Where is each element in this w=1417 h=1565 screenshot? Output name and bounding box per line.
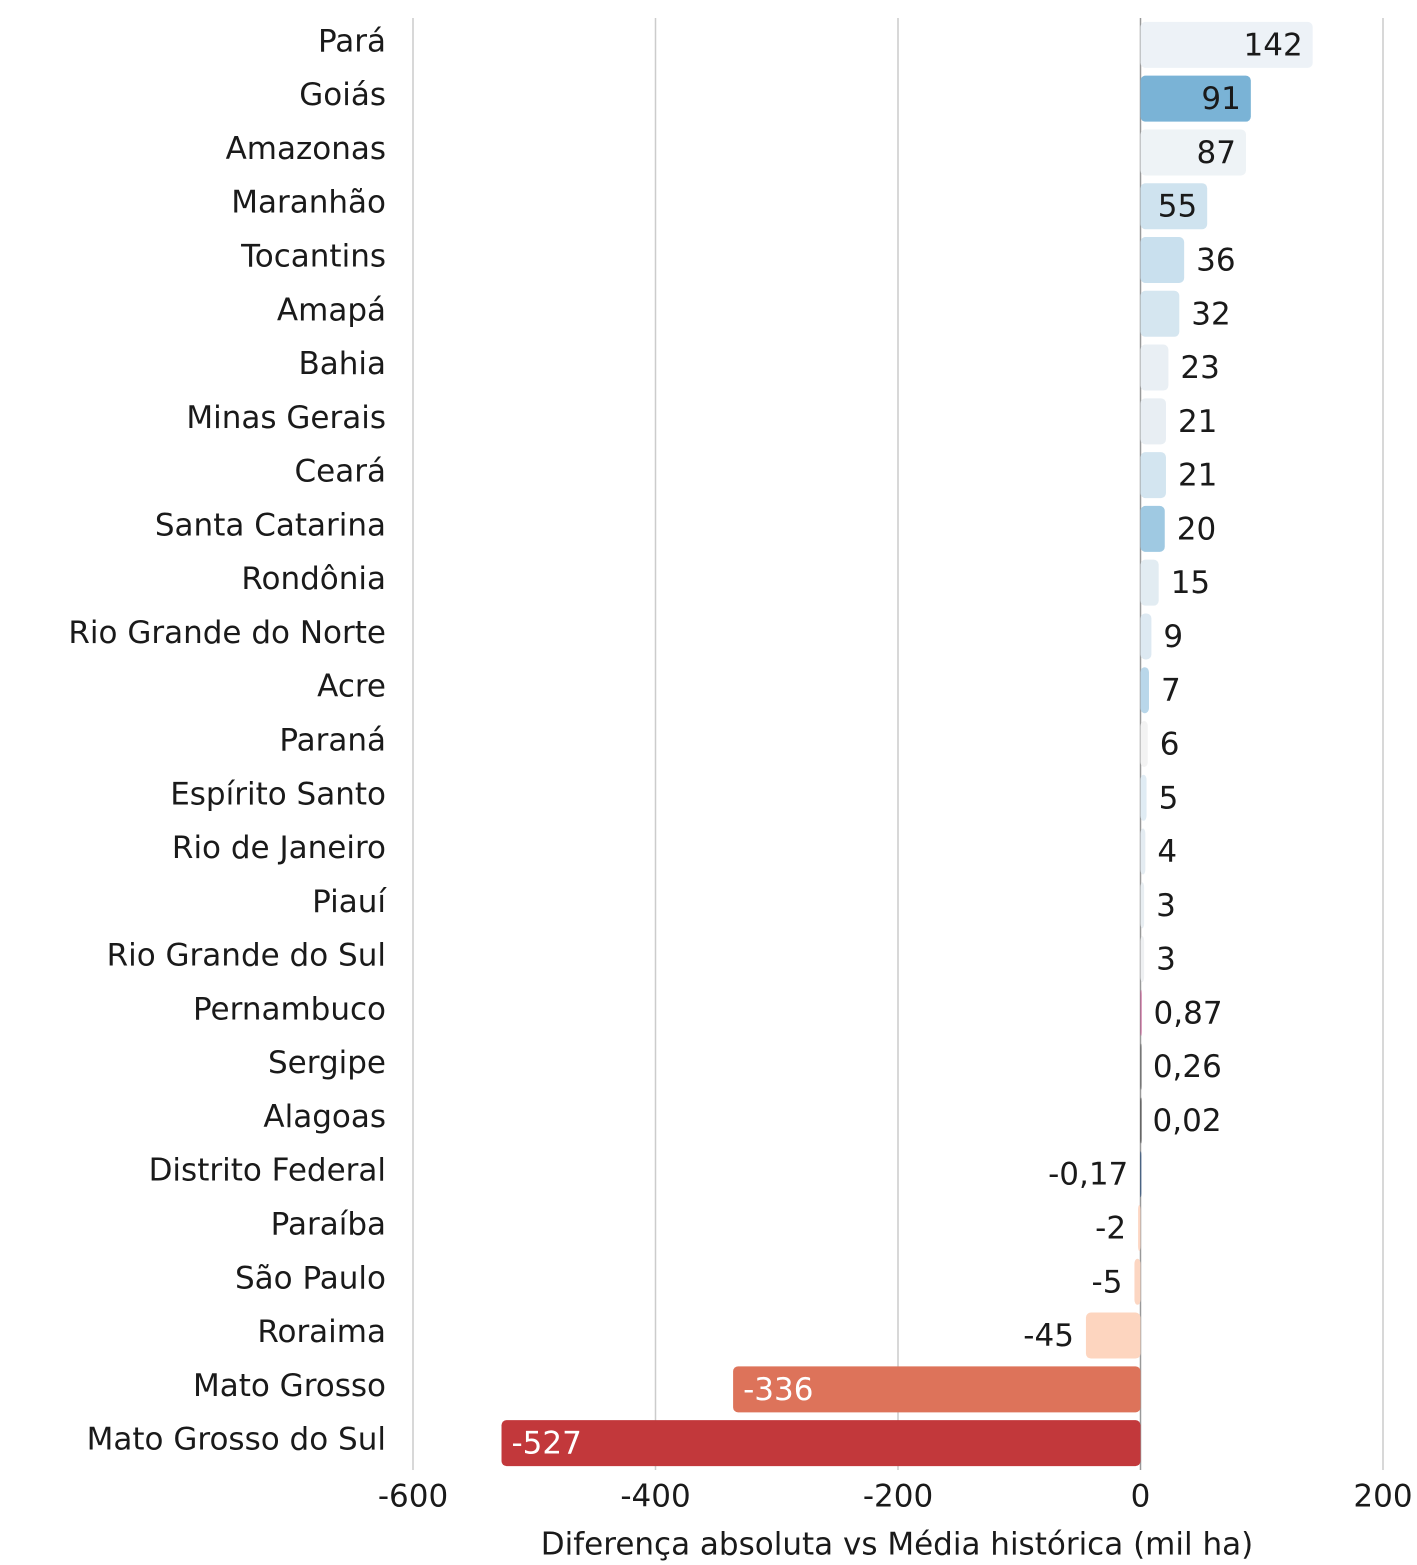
y-tick-label: Alagoas [263,1099,386,1135]
y-tick-label: Acre [317,669,386,705]
value-label: 3 [1156,942,1176,978]
bar [1140,344,1169,391]
bar [1140,1151,1142,1198]
y-tick-label: Bahia [298,346,386,382]
value-label: 87 [1197,135,1236,171]
y-tick-label: Mato Grosso [193,1368,386,1404]
value-label: -5 [1092,1264,1123,1300]
bar [1140,237,1185,283]
bar [501,1420,1141,1467]
y-tick-label: Ceará [295,454,386,490]
y-tick-label: Rio Grande do Sul [107,938,386,974]
value-label: -336 [743,1372,813,1408]
y-tick-label: Sergipe [268,1045,386,1081]
bar [1140,183,1208,230]
y-tick-label: Mato Grosso do Sul [87,1422,386,1458]
bar [1140,290,1180,337]
y-tick-label: Amapá [277,292,386,328]
y-tick-label: Paraíba [271,1207,386,1243]
y-tick-label: Tocantins [240,239,386,275]
y-tick-label: Amazonas [226,131,386,167]
value-label: 7 [1161,673,1181,709]
bar [1140,21,1313,68]
value-label: 4 [1157,834,1177,870]
value-label: 6 [1160,727,1180,763]
value-label: 9 [1163,619,1183,655]
value-label: 142 [1244,27,1303,63]
y-tick-label: Roraima [257,1314,386,1350]
bar [1140,828,1146,875]
y-tick-label: Santa Catarina [155,507,386,543]
bar [1140,936,1145,983]
bar [1134,1258,1141,1305]
x-axis-title: Diferença absoluta vs Média histórica (m… [541,1527,1253,1563]
y-tick-label: Rio Grande do Norte [68,615,386,651]
value-label: 20 [1177,511,1216,547]
value-label: -2 [1095,1211,1126,1247]
y-tick-label: Distrito Federal [149,1153,386,1189]
x-tick-label: -400 [620,1479,690,1515]
value-label: 3 [1156,888,1176,924]
bar [1140,613,1152,660]
value-label: 5 [1159,780,1179,816]
y-tick-label: Rio de Janeiro [172,830,386,866]
bar [1138,1205,1141,1251]
y-tick-label: Rondônia [241,561,386,597]
value-label: 23 [1180,350,1219,386]
y-tick-label: Minas Gerais [186,400,386,436]
bar [1140,129,1246,176]
bar [1140,1097,1142,1144]
y-tick-label: Goiás [299,77,386,113]
bar [1140,721,1148,767]
bar [1140,559,1159,606]
bar [733,1366,1141,1413]
bar [1085,1312,1141,1359]
bar [1140,989,1142,1036]
y-tick-label: Pernambuco [193,991,386,1027]
y-tick-label: Paraná [279,723,386,759]
value-label: 91 [1201,81,1240,117]
bar [1140,75,1251,122]
value-label: 21 [1178,404,1217,440]
y-tick-label: São Paulo [235,1260,386,1296]
value-label: 0,02 [1153,1103,1222,1139]
x-tick-label: 200 [1353,1479,1412,1515]
bar [1140,667,1149,714]
value-label: 15 [1171,565,1210,601]
value-label: 0,87 [1154,995,1223,1031]
bar [1140,505,1165,552]
value-label: 32 [1191,296,1230,332]
bar [1140,882,1145,929]
value-label: 55 [1158,189,1197,225]
value-label: 0,26 [1153,1049,1222,1085]
bar [1140,774,1147,821]
x-tick-label: -200 [863,1479,933,1515]
y-tick-label: Pará [318,23,386,59]
value-label: -527 [512,1426,582,1462]
y-tick-label: Espírito Santo [170,776,386,812]
x-tick-label: 0 [1131,1479,1151,1515]
value-label: 21 [1178,458,1217,494]
y-tick-label: Maranhão [231,185,386,221]
bar [1140,452,1166,499]
value-label: -45 [1023,1318,1074,1354]
y-tick-label: Piauí [312,884,387,920]
bar [1140,398,1166,445]
bar [1140,1043,1142,1090]
x-tick-label: -600 [378,1479,448,1515]
value-label: -0,17 [1048,1157,1128,1193]
value-label: 36 [1196,243,1235,279]
